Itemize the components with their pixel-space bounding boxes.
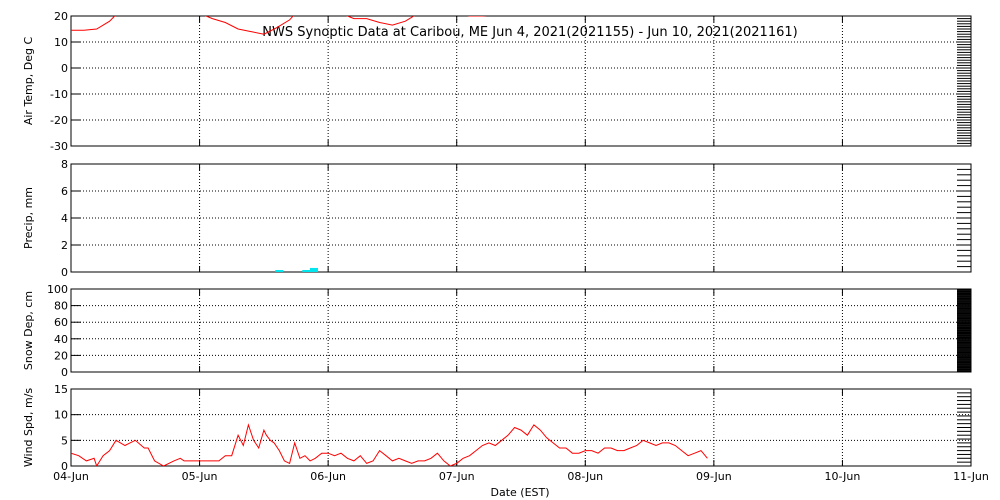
precip-bar (310, 267, 318, 272)
y-tick-label: 8 (61, 158, 68, 171)
precip-bar (275, 270, 284, 272)
y-axis-label: Snow Dep, cm (22, 291, 35, 370)
panel-frame (70, 388, 972, 467)
panel-frame (70, 15, 972, 147)
y-tick-label: 80 (54, 300, 68, 313)
panel-data (71, 0, 509, 35)
x-tick-label: 05-Jun (182, 470, 218, 483)
data-point (340, 12, 342, 14)
y-tick-label: 10 (54, 409, 68, 422)
y-tick-label: 6 (61, 185, 68, 198)
y-tick-label: 60 (54, 316, 68, 329)
chart-title: NWS Synoptic Data at Caribou, ME Jun 4, … (262, 25, 797, 40)
y-axis-label: Precip, mm (22, 187, 35, 249)
panel-3: 100 80 60 40 20 0 Snow Dep, cm (22, 283, 972, 379)
x-tick-label: 10-Jun (825, 470, 861, 483)
x-tick-label: 06-Jun (310, 470, 346, 483)
x-tick-label: 08-Jun (567, 470, 603, 483)
y-tick-label: -30 (50, 140, 68, 153)
data-point (301, 4, 303, 6)
series-line (71, 16, 488, 35)
y-tick-label: 0 (61, 62, 68, 75)
y-tick-label: 10 (54, 36, 68, 49)
panel-data (71, 423, 708, 466)
data-point (327, 4, 329, 6)
y-tick-label: 15 (54, 383, 68, 396)
data-point (134, 2, 136, 4)
y-tick-label: -10 (50, 88, 68, 101)
y-tick-label: 2 (61, 239, 68, 252)
x-tick-label: 04-Jun (53, 470, 89, 483)
panel-1: 20 10 0 -10 -20 -30 Air Temp, Deg C (22, 0, 972, 153)
data-point (173, 4, 175, 6)
y-tick-label: 40 (54, 333, 68, 346)
y-tick-label: 20 (54, 10, 68, 23)
data-point (147, 0, 149, 2)
data-point (456, 12, 458, 14)
series-line (71, 423, 708, 466)
panel-4: 15 10 5 0 Wind Spd, m/s (22, 383, 972, 473)
y-tick-label: 0 (61, 460, 68, 473)
data-point (507, 10, 509, 12)
panel-frame (70, 288, 972, 373)
data-point (186, 8, 188, 10)
data-point (443, 8, 445, 10)
data-point (198, 12, 200, 14)
data-point (430, 4, 432, 6)
data-point (160, 2, 162, 4)
y-axis-label: Wind Spd, m/s (22, 388, 35, 468)
data-point (121, 7, 123, 9)
x-axis-label: Date (EST) (490, 486, 549, 499)
x-tick-label: 11-Jun (953, 470, 989, 483)
x-tick-label: 07-Jun (439, 470, 475, 483)
y-tick-label: -20 (50, 114, 68, 127)
panel-2: 8 6 4 2 0 Precip, mm (22, 158, 972, 279)
y-tick-label: 20 (54, 349, 68, 362)
y-tick-label: 0 (61, 366, 68, 379)
y-tick-label: 5 (61, 434, 68, 447)
x-tick-label: 09-Jun (696, 470, 732, 483)
y-axis-label: Air Temp, Deg C (22, 37, 35, 126)
y-tick-label: 100 (47, 283, 68, 296)
panel-data (275, 267, 318, 272)
data-point (417, 12, 419, 14)
precip-bar (302, 270, 311, 272)
y-tick-label: 4 (61, 212, 68, 225)
y-tick-label: 0 (61, 266, 68, 279)
